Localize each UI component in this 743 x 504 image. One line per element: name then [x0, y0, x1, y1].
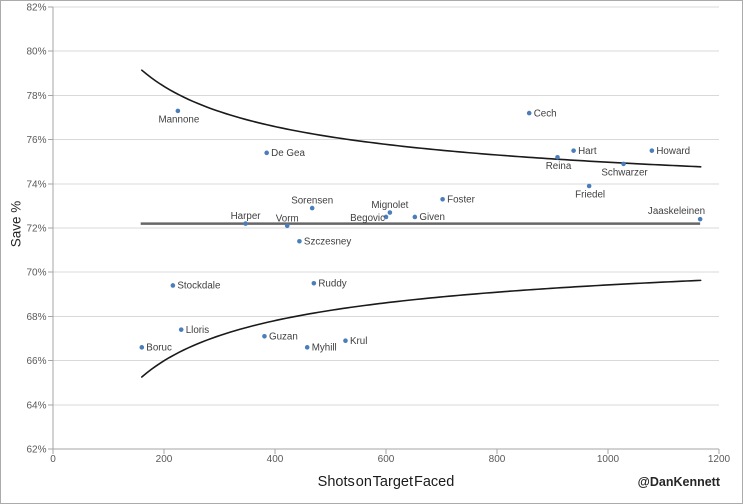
- y-axis-title: Save %: [8, 200, 24, 248]
- data-point-schwarzer: [621, 161, 626, 167]
- x-axis-title: Shots on Target Faced: [317, 474, 455, 490]
- y-tick-label: 70%: [26, 268, 46, 279]
- data-point-myhill: [304, 345, 310, 350]
- point-label-lloris: Lloris: [186, 325, 210, 336]
- data-point-de-gea: [264, 150, 269, 156]
- y-tick-label: 80%: [26, 47, 46, 58]
- data-point-lloris: [178, 327, 184, 332]
- y-tick-label: 76%: [26, 135, 46, 146]
- y-tick-label: 62%: [26, 445, 46, 456]
- point-label-given: Given: [419, 212, 445, 223]
- data-point-begovic: [383, 214, 389, 220]
- data-point-stockdale: [170, 283, 176, 288]
- point-label-schwarzer: Schwarzer: [601, 167, 648, 178]
- point-label-cech: Cech: [534, 108, 557, 119]
- data-point-guzan: [262, 333, 267, 339]
- point-label-krul: Krul: [350, 336, 367, 347]
- x-tick-label: 1200: [708, 454, 731, 465]
- data-point-mannone: [175, 108, 181, 114]
- y-tick-label: 82%: [26, 3, 46, 14]
- data-point-reina: [555, 154, 560, 160]
- point-label-harper: Harper: [231, 211, 262, 222]
- data-point-friedel: [586, 183, 592, 189]
- data-point-szczesney: [297, 238, 302, 244]
- point-label-friedel: Friedel: [575, 190, 605, 201]
- point-label-mannone: Mannone: [158, 114, 199, 125]
- point-label-boruc: Boruc: [146, 343, 172, 354]
- data-point-howard: [649, 148, 655, 153]
- point-label-myhill: Myhill: [312, 343, 337, 354]
- y-tick-label: 64%: [26, 400, 46, 411]
- x-tick-label: 1000: [597, 454, 620, 465]
- data-point-foster: [440, 196, 445, 202]
- point-label-mignolet: Mignolet: [371, 200, 408, 211]
- x-tick-label: 0: [50, 454, 56, 465]
- y-tick-label: 78%: [26, 91, 46, 102]
- data-point-harper: [243, 221, 248, 226]
- point-label-reina: Reina: [546, 161, 572, 172]
- x-tick-label: 600: [378, 454, 395, 465]
- point-label-ruddy: Ruddy: [318, 278, 346, 289]
- data-point-krul: [343, 338, 348, 344]
- upper-control-curve: [141, 69, 702, 168]
- data-point-vorm: [284, 223, 290, 229]
- point-label-szczesney: Szczesney: [304, 236, 351, 247]
- point-label-vorm: Vorm: [276, 213, 299, 224]
- y-tick-label: 72%: [26, 224, 46, 235]
- x-tick-label: 200: [156, 454, 173, 465]
- data-point-sorensen: [309, 205, 315, 211]
- watermark: @DanKennett: [637, 475, 720, 489]
- data-point-mignolet: [387, 210, 393, 215]
- point-label-begovic: Begovic: [350, 213, 385, 224]
- point-label-foster: Foster: [447, 194, 476, 205]
- data-point-cech: [526, 110, 532, 116]
- point-label-hart: Hart: [578, 146, 597, 157]
- data-point-jaaskeleinen: [697, 216, 703, 222]
- data-point-given: [412, 214, 418, 220]
- point-label-howard: Howard: [656, 146, 690, 157]
- point-label-jaaskeleinen: Jaaskeleinen: [648, 206, 705, 217]
- y-tick-label: 74%: [26, 179, 46, 190]
- point-label-sorensen: Sorensen: [291, 196, 333, 207]
- point-label-guzan: Guzan: [269, 331, 298, 342]
- point-label-stockdale: Stockdale: [177, 281, 221, 292]
- y-tick-label: 66%: [26, 356, 46, 367]
- x-tick-label: 400: [267, 454, 284, 465]
- point-label-de-gea: De Gea: [271, 148, 305, 159]
- x-tick-label: 800: [489, 454, 506, 465]
- y-tick-label: 68%: [26, 312, 46, 323]
- lower-control-curve: [141, 279, 702, 378]
- data-point-hart: [571, 148, 576, 153]
- data-point-boruc: [139, 345, 145, 350]
- data-point-ruddy: [311, 280, 317, 286]
